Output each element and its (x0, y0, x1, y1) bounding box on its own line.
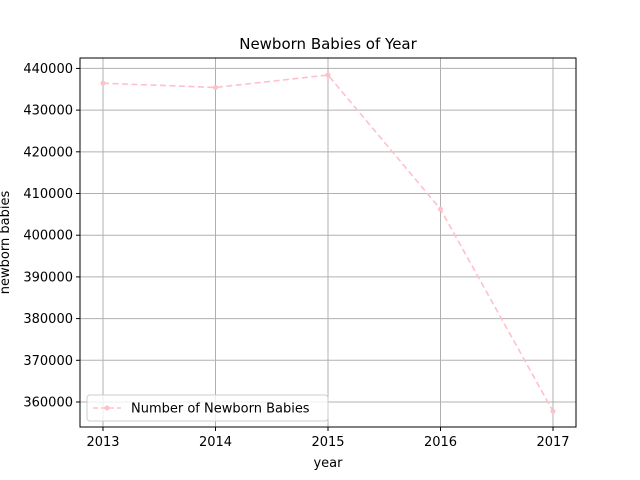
data-point (438, 206, 443, 212)
series-layer (100, 72, 556, 414)
data-point (213, 84, 218, 90)
y-axis-label: newborn babies (0, 191, 13, 295)
y-tick-label: 370000 (23, 354, 73, 369)
y-tick-label: 400000 (23, 229, 73, 244)
series-line (102, 74, 554, 412)
y-tick-label: 440000 (23, 62, 73, 77)
y-tick-label: 380000 (23, 312, 73, 327)
y-tick-label: 390000 (23, 270, 73, 285)
x-tick-label: 2014 (199, 435, 232, 450)
y-tick-label: 420000 (23, 145, 73, 160)
plot-frame (79, 57, 577, 428)
x-tick-label: 2013 (86, 435, 119, 450)
x-tick-label: 2016 (424, 435, 457, 450)
chart-title: Newborn Babies of Year (239, 35, 417, 53)
grid (80, 58, 576, 427)
legend-label: Number of Newborn Babies (131, 402, 310, 417)
data-point (550, 408, 556, 414)
x-axis-label: year (313, 456, 343, 471)
legend-marker (104, 405, 110, 411)
y-tick-label: 430000 (23, 104, 73, 119)
y-axis-ticks: 360000 370000 380000 390000 400000 410000 4200… (23, 62, 80, 410)
legend: Number of Newborn Babies (86, 394, 329, 422)
data-point (100, 80, 106, 86)
y-tick-label: 410000 (23, 187, 73, 202)
legend-box (86, 394, 329, 422)
data-point (325, 72, 331, 78)
x-tick-label: 2017 (536, 435, 569, 450)
y-tick-label: 360000 (23, 395, 73, 410)
x-tick-label: 2015 (311, 435, 344, 450)
x-axis-ticks: 2013 2014 2015 2016 2017 (86, 427, 570, 450)
